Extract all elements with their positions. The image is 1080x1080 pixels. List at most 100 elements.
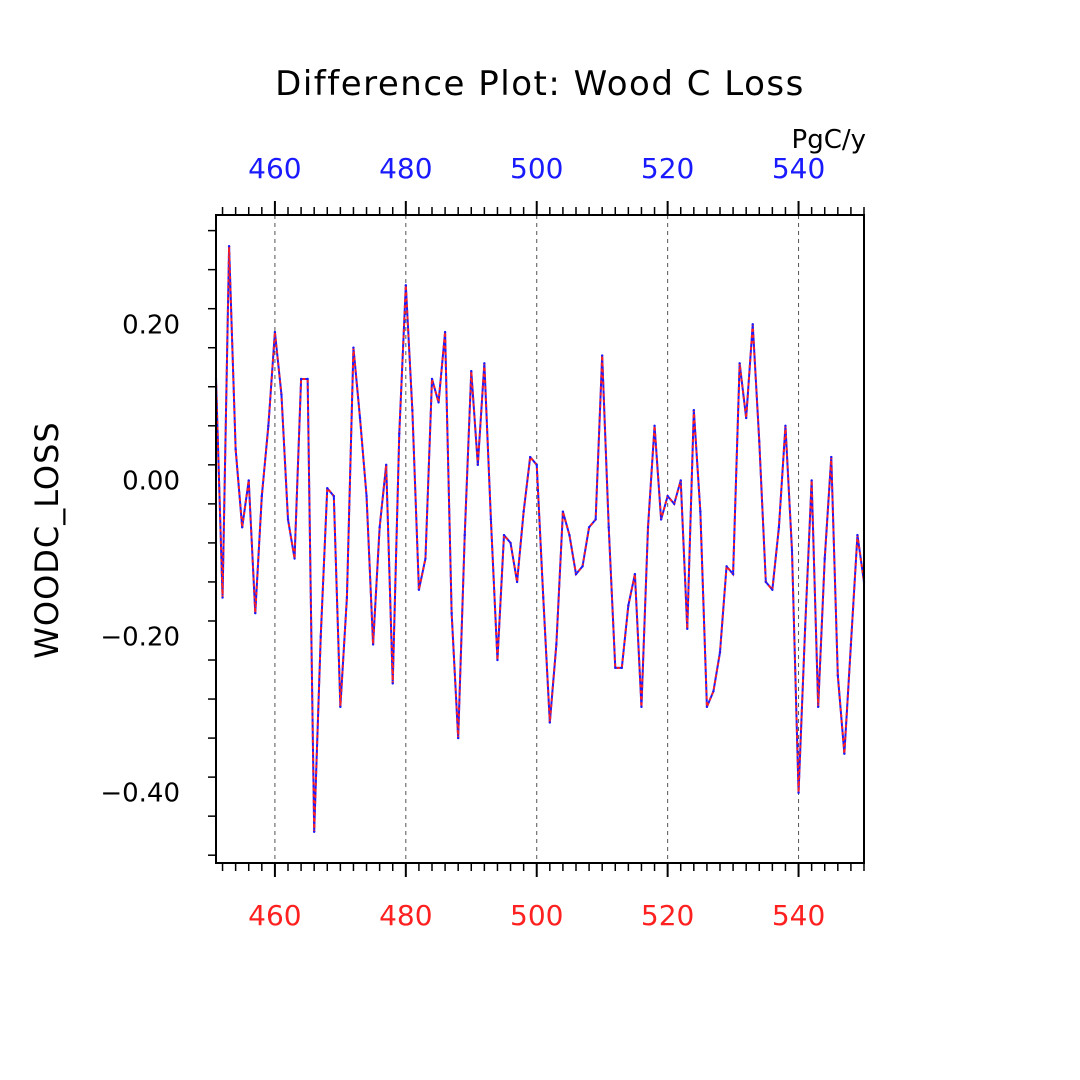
data-point-483 — [424, 557, 427, 560]
data-point-461 — [280, 393, 283, 396]
y-tick-label-2: 0.00 — [122, 466, 180, 496]
data-point-540 — [797, 791, 800, 794]
x-tick-label-bottom-540: 540 — [772, 899, 825, 932]
series-line-red — [215, 246, 865, 832]
data-point-469 — [332, 494, 336, 498]
data-point-471 — [345, 596, 349, 599]
data-point-485 — [437, 401, 440, 404]
data-point-500 — [535, 463, 538, 467]
data-point-462 — [286, 518, 290, 521]
x-tick-label-bottom-520: 520 — [641, 899, 694, 932]
data-point-539 — [790, 549, 794, 552]
data-point-538 — [784, 424, 787, 427]
data-point-537 — [777, 526, 781, 529]
data-point-486 — [443, 330, 447, 334]
x-tick-label-bottom-500: 500 — [510, 899, 563, 932]
data-point-455 — [240, 526, 244, 529]
data-point-520 — [666, 494, 669, 498]
data-point-531 — [738, 362, 741, 365]
data-point-452 — [221, 596, 224, 599]
data-point-493 — [489, 518, 493, 521]
data-point-454 — [234, 448, 237, 451]
data-point-541 — [803, 627, 807, 630]
data-point-494 — [496, 658, 499, 662]
data-point-547 — [843, 752, 846, 755]
data-point-476 — [378, 526, 381, 529]
data-point-534 — [758, 440, 761, 443]
data-point-470 — [339, 705, 342, 709]
data-point-498 — [522, 510, 525, 513]
data-point-480 — [404, 284, 408, 287]
data-point-528 — [718, 651, 722, 654]
data-point-456 — [247, 479, 250, 482]
data-point-512 — [614, 666, 617, 670]
data-point-484 — [430, 377, 434, 381]
data-point-467 — [319, 635, 322, 638]
data-point-473 — [358, 416, 362, 420]
data-point-460 — [273, 330, 277, 334]
x-tick-label-top-500: 500 — [510, 152, 563, 185]
data-point-514 — [627, 604, 630, 607]
data-point-536 — [771, 588, 774, 591]
data-point-463 — [293, 557, 296, 560]
data-point-481 — [411, 408, 414, 412]
data-point-509 — [594, 518, 597, 521]
data-point-488 — [456, 736, 460, 740]
x-tick-label-bottom-460: 460 — [248, 899, 301, 932]
data-point-490 — [470, 369, 473, 373]
y-tick-label-0: −0.40 — [100, 779, 180, 809]
grid-lines — [274, 215, 800, 863]
data-point-545 — [830, 455, 833, 459]
data-point-479 — [398, 432, 401, 435]
series-lines — [214, 245, 866, 833]
data-point-489 — [463, 533, 466, 537]
chart-title: Difference Plot: Wood C Loss — [275, 64, 805, 104]
data-point-511 — [607, 526, 610, 529]
data-point-527 — [712, 690, 715, 693]
units-label: PgC/y — [792, 125, 866, 155]
data-point-549 — [856, 533, 859, 537]
data-point-542 — [810, 479, 813, 482]
data-point-457 — [254, 611, 257, 615]
axis-ticks — [208, 201, 865, 877]
data-point-492 — [483, 362, 486, 365]
data-point-453 — [227, 245, 231, 248]
data-point-523 — [686, 627, 689, 630]
y-tick-label-3: 0.20 — [122, 310, 180, 340]
data-point-522 — [679, 479, 682, 482]
plot-frame — [215, 214, 865, 864]
data-point-521 — [672, 502, 676, 506]
data-point-543 — [816, 705, 820, 709]
data-point-491 — [476, 463, 480, 467]
data-point-458 — [260, 494, 264, 498]
data-point-548 — [849, 643, 853, 646]
data-point-502 — [548, 721, 552, 724]
data-point-459 — [267, 424, 270, 427]
data-point-495 — [502, 533, 506, 537]
x-tick-label-top-480: 480 — [379, 152, 432, 185]
data-point-472 — [352, 346, 355, 349]
data-point-505 — [568, 533, 571, 537]
data-point-546 — [836, 674, 840, 677]
data-point-475 — [371, 643, 375, 646]
data-point-477 — [384, 463, 388, 467]
data-point-524 — [692, 408, 696, 412]
data-point-487 — [450, 611, 453, 615]
data-point-508 — [587, 526, 591, 529]
y-axis-label: WOODC_LOSS — [28, 421, 66, 659]
data-point-506 — [574, 572, 578, 576]
data-point-496 — [509, 541, 512, 545]
data-point-532 — [744, 416, 748, 420]
data-point-501 — [542, 596, 545, 599]
data-point-544 — [823, 557, 826, 560]
data-point-526 — [705, 705, 709, 709]
data-point-482 — [417, 588, 421, 591]
x-tick-label-bottom-480: 480 — [379, 899, 432, 932]
data-point-504 — [561, 510, 565, 513]
data-point-530 — [731, 572, 735, 576]
x-tick-label-top-520: 520 — [641, 152, 694, 185]
tick-labels: 460 460 480 480 500 500 520 520 540 540 −0.40 −0.20… — [100, 152, 825, 932]
data-point-529 — [725, 565, 728, 568]
data-point-525 — [699, 510, 702, 513]
